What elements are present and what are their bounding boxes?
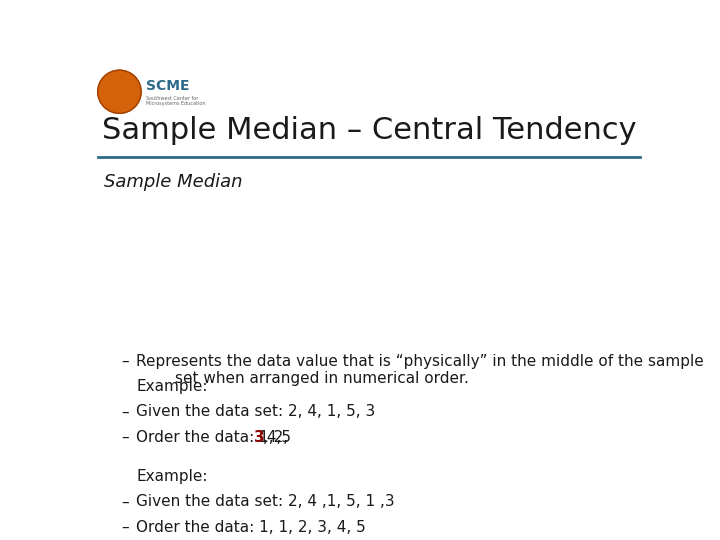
Text: SCME: SCME: [145, 79, 189, 92]
Text: Southwest Center for
Microsystems Education: Southwest Center for Microsystems Educat…: [145, 96, 205, 106]
Text: Sample Median: Sample Median: [104, 173, 243, 191]
Text: Given the data set: 2, 4, 1, 5, 3: Given the data set: 2, 4, 1, 5, 3: [137, 404, 376, 420]
Text: –: –: [121, 520, 129, 535]
Text: Order the data: 1,2,: Order the data: 1,2,: [137, 430, 289, 445]
Text: ,4,5: ,4,5: [263, 430, 292, 445]
Text: –: –: [121, 404, 129, 420]
Text: –: –: [121, 354, 129, 368]
Text: Order the data: 1, 1, 2, 3, 4, 5: Order the data: 1, 1, 2, 3, 4, 5: [137, 520, 366, 535]
Text: Example:: Example:: [137, 379, 208, 394]
Text: Example:: Example:: [137, 469, 208, 484]
Circle shape: [98, 70, 141, 113]
Text: –: –: [121, 495, 129, 509]
Text: 3: 3: [254, 430, 265, 445]
Text: Represents the data value that is “physically” in the middle of the sample
     : Represents the data value that is “physi…: [137, 354, 704, 386]
Text: Given the data set: 2, 4 ,1, 5, 1 ,3: Given the data set: 2, 4 ,1, 5, 1 ,3: [137, 495, 395, 509]
Text: –: –: [121, 430, 129, 445]
Text: Sample Median – Central Tendency: Sample Median – Central Tendency: [102, 116, 636, 145]
